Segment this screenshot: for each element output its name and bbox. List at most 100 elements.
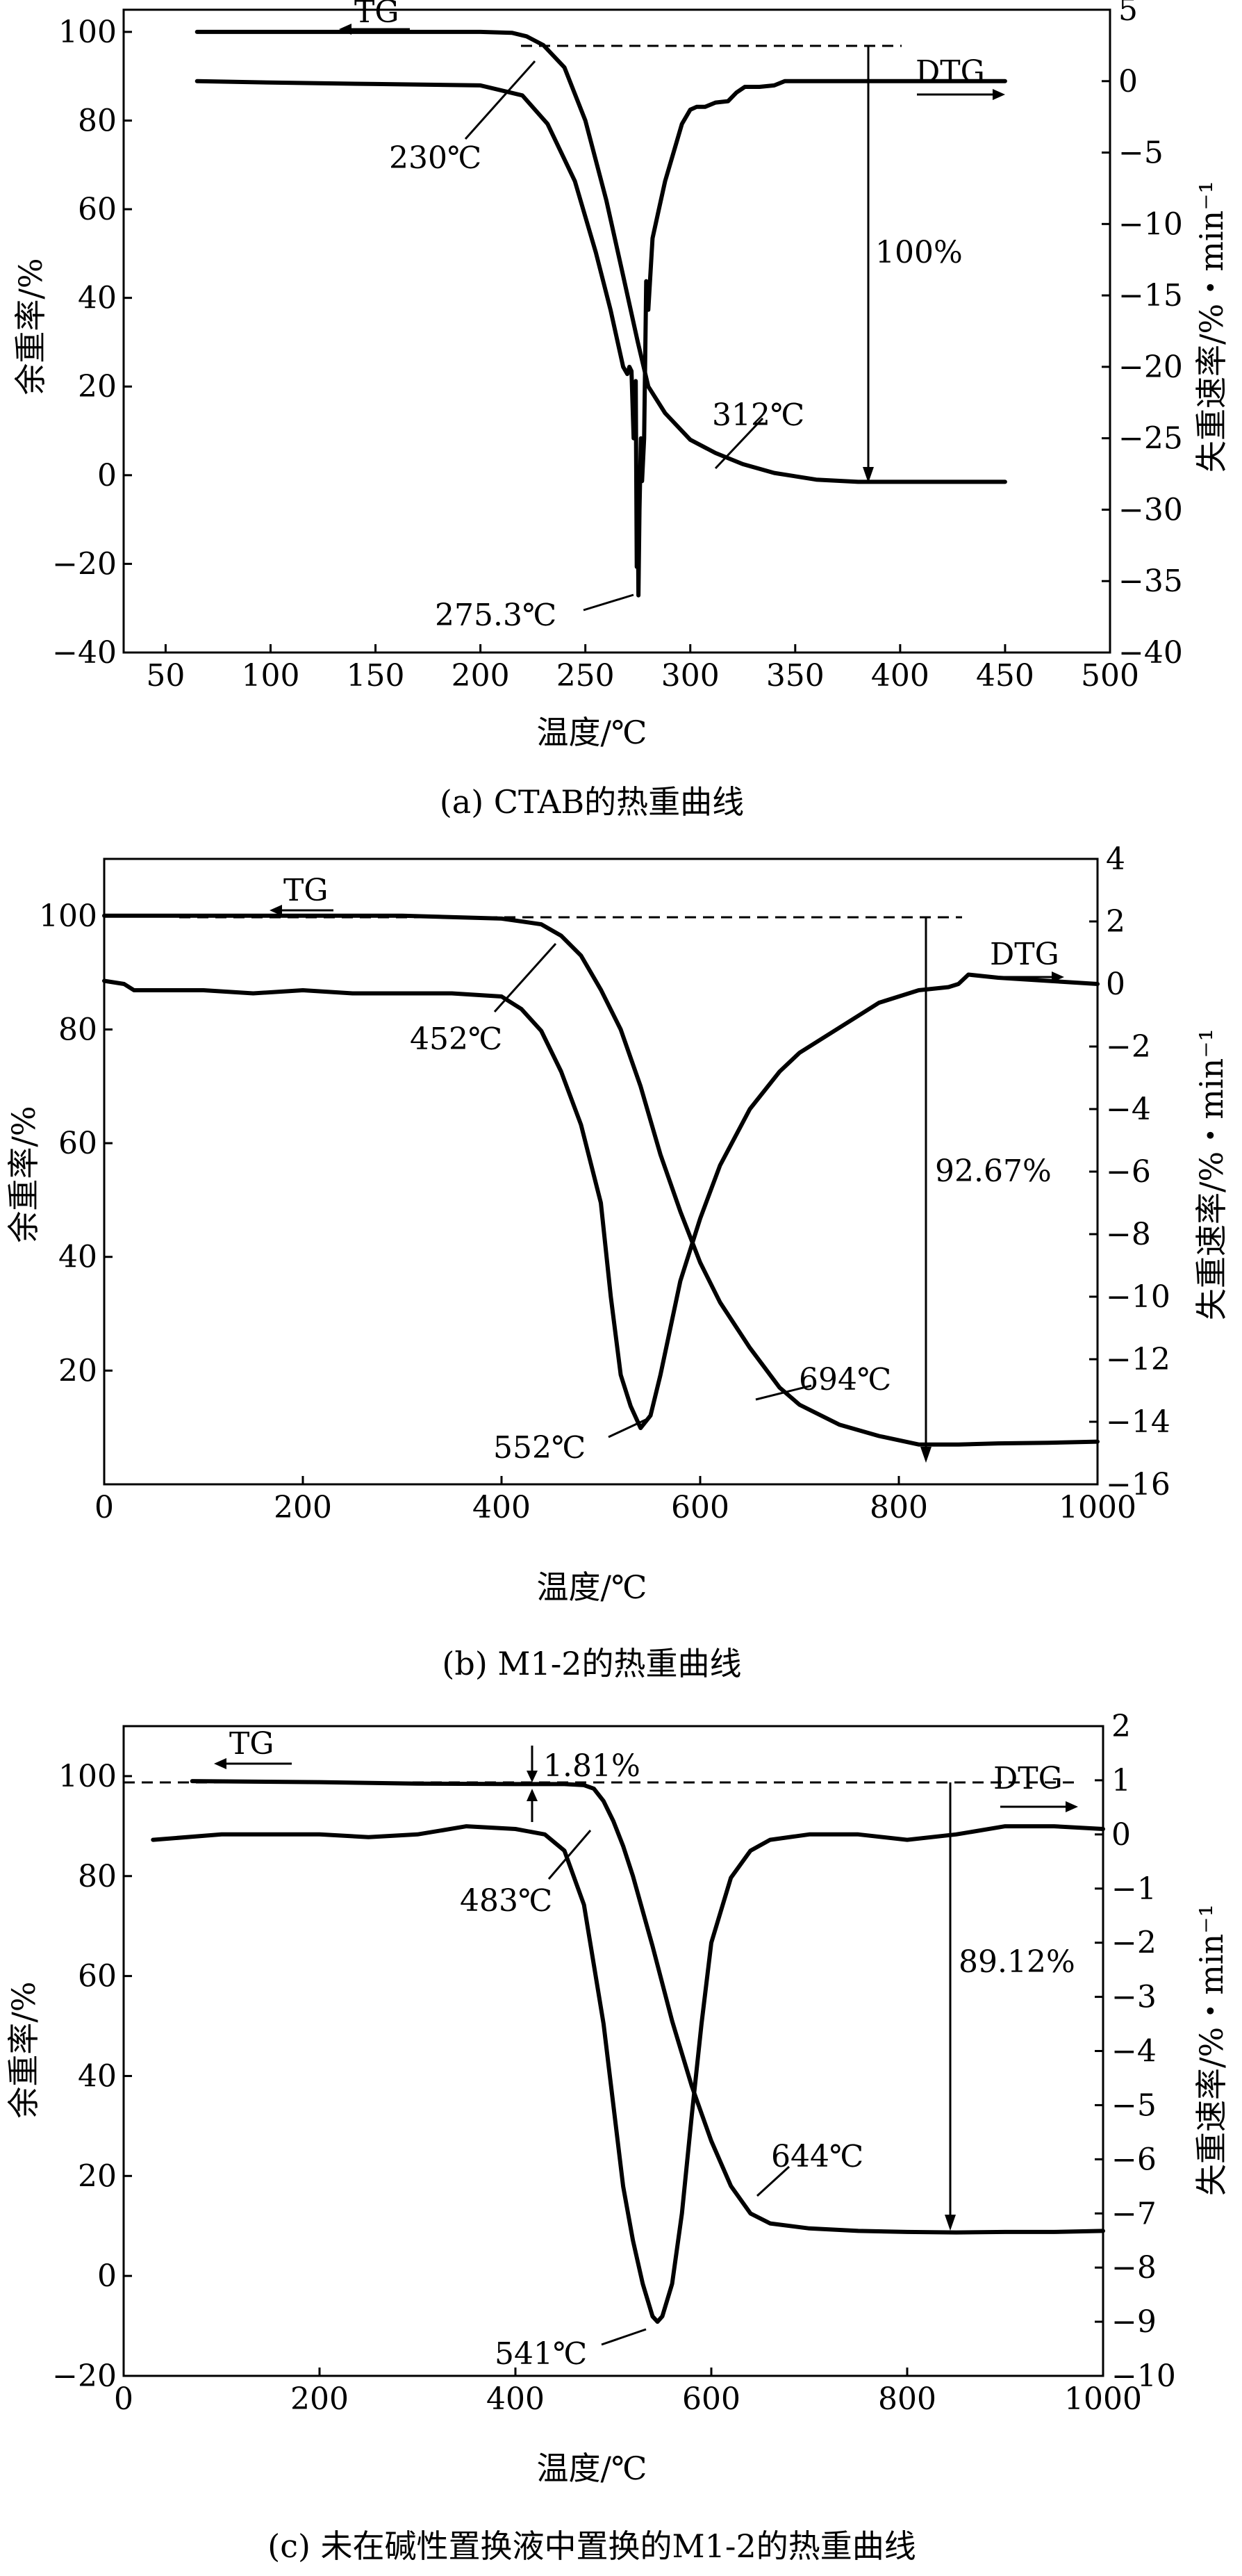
y2-tick-label: −4 [1106,1092,1151,1127]
y-ticks: −20 0 20 40 60 80 100 [52,1759,132,2394]
x-tick-label: 200 [452,658,510,694]
y2-tick-label: 2 [1106,904,1125,940]
x-tick-label: 800 [870,1490,928,1525]
mass-loss-label: 100% [875,235,963,270]
y2-tick-label: 5 [1118,0,1138,28]
peak-leader [583,593,634,612]
x-tick-label: 600 [682,2381,740,2417]
x-axis-label: 温度/℃ [537,1568,647,1606]
y2-ticks: 4 2 0 −2 −4 −6 −8 −10 −12 −14 −16 [1089,842,1170,1502]
x-ticks: 50 100 150 200 250 300 350 400 450 500 [146,644,1139,694]
dtg-legend-arrowhead [1066,1801,1078,1812]
y-tick-label: 100 [58,15,117,50]
y2-tick-label: 0 [1118,64,1138,99]
end-leader [714,417,764,470]
x-tick-label: 1000 [1064,2381,1142,2417]
tg-onset-label: 483℃ [460,1883,552,1919]
x-tick-label: 50 [146,658,185,694]
dtg-legend-arrowhead [1052,971,1064,983]
y-tick-label: 80 [78,1859,117,1894]
y2-tick-label: −14 [1106,1404,1170,1440]
y2-tick-label: −10 [1111,2358,1176,2394]
y2-tick-label: −3 [1111,1980,1157,2015]
onset-leader [464,60,536,140]
y-ticks: 20 40 60 80 100 [39,899,113,1388]
y-tick-label: −40 [52,635,117,671]
y2-tick-label: −6 [1111,2142,1157,2177]
x-tick-label: 150 [347,658,405,694]
y-tick-label: 40 [78,2058,117,2094]
y2-tick-label: −8 [1111,2250,1157,2286]
x-tick-label: 0 [114,2381,133,2417]
y2-tick-label: −15 [1118,278,1183,313]
dtg-curve [102,972,1100,1430]
x-tick-label: 500 [1081,658,1139,694]
y-tick-label: 80 [78,103,117,138]
y2-tick-label: −5 [1111,2087,1157,2123]
y2-tick-label: −10 [1106,1279,1170,1315]
dtg-curve [194,79,1007,598]
tg-curve [190,1779,1105,2235]
initial-loss-arrowhead-bottom [527,1789,538,1801]
x-ticks: 0 200 400 600 800 1000 [94,1476,1136,1525]
y2-tick-label: −12 [1106,1342,1170,1377]
onset-leader [493,942,557,1013]
panel-caption: (b) M1-2的热重曲线 [442,1645,741,1682]
dtg-peak-label: 552℃ [493,1430,586,1466]
dtg-legend-label: DTG [993,1761,1063,1796]
y2-tick-label: −1 [1111,1871,1157,1907]
curves [194,29,1007,598]
y-tick-label: 60 [78,192,117,227]
x-tick-label: 800 [878,2381,936,2417]
y2-axis-label: 失重速率/%・min⁻¹ [1193,1028,1230,1320]
mass-loss-arrowhead [945,2215,956,2231]
y-tick-label: −20 [52,2358,117,2394]
y-ticks: −40 −20 0 20 40 60 80 100 [52,15,132,671]
end-leader [755,1384,812,1401]
y2-tick-label: −2 [1111,1926,1157,1961]
y-axis-label: 余重率/% [12,258,49,395]
initial-loss-arrowhead-top [527,1771,538,1782]
x-tick-label: 100 [241,658,299,694]
mass-loss-arrowhead [920,1447,932,1463]
y2-tick-label: −16 [1106,1467,1170,1502]
x-tick-label: 0 [94,1490,114,1525]
panel-caption: (a) CTAB的热重曲线 [440,783,744,821]
tg-onset-label: 230℃ [389,140,481,176]
tg-end-label: 312℃ [712,397,804,433]
x-tick-label: 400 [486,2381,545,2417]
y2-tick-label: −30 [1118,492,1183,527]
tg-end-label: 694℃ [799,1362,891,1397]
y2-tick-label: 4 [1106,842,1125,877]
y-tick-label: 20 [58,1353,97,1388]
x-axis-label: 温度/℃ [537,714,647,751]
x-tick-label: 400 [472,1490,531,1525]
onset-leader [547,1830,592,1880]
y2-tick-label: −8 [1106,1217,1151,1252]
x-tick-label: 600 [671,1490,729,1525]
x-tick-label: 1000 [1059,1490,1136,1525]
dtg-peak-label: 275.3℃ [435,598,556,633]
y-tick-label: 60 [78,1959,117,1994]
curves [102,913,1100,1447]
y2-tick-label: −2 [1106,1029,1151,1065]
y-tick-label: 100 [39,899,97,934]
dtg-legend-label: DTG [916,54,985,90]
x-axis-label: 温度/℃ [537,2450,647,2487]
y2-tick-label: −35 [1118,564,1183,599]
y-tick-label: 80 [58,1012,97,1047]
y-tick-label: 20 [78,369,117,404]
dtg-legend-arrowhead [993,89,1005,100]
panel-a: 50 100 150 200 250 300 350 400 450 500 −40−200204… [12,0,1230,821]
x-tick-label: 250 [556,658,615,694]
y2-axis-label: 失重速率/%・min⁻¹ [1193,1904,1230,2196]
x-tick-label: 300 [661,658,720,694]
y2-tick-label: 0 [1106,967,1125,1002]
y2-tick-label: −20 [1118,350,1183,385]
tg-curve [102,913,1100,1447]
initial-loss-label: 1.81% [543,1748,640,1784]
y2-tick-label: −25 [1118,421,1183,457]
